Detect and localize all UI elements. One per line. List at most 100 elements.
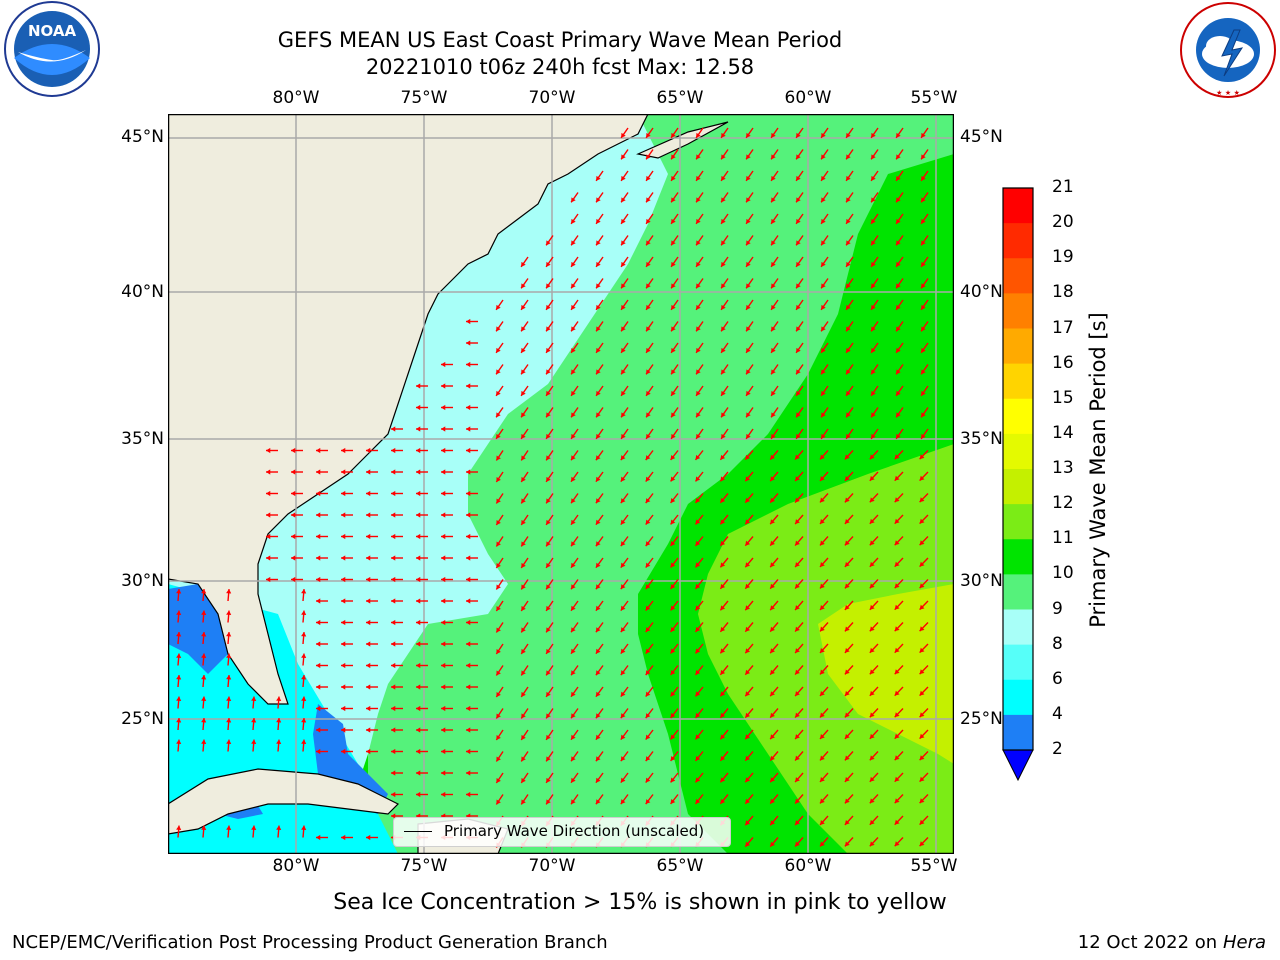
wave-arrow-head [770,626,775,632]
wave-arrow-head [620,541,626,547]
wave-arrow-head [316,576,321,583]
wave-arrow-head [869,841,875,847]
wave-arrow-head [571,476,576,482]
wave-arrow-head [546,412,551,418]
wave-arrow-head [176,675,182,680]
wave-arrow-head [366,705,371,712]
wave-arrow-head [546,433,551,439]
wave-arrow-head [795,626,800,632]
wave-arrow-head [869,518,875,524]
wave-arrow-head [844,518,850,524]
wave-arrow-head [919,540,925,546]
wave-arrow-head [646,261,651,267]
wave-arrow-head [416,727,421,733]
wave-arrow-head [894,583,900,589]
wave-arrow-head [771,326,776,332]
wave-arrow-head [291,447,296,454]
wave-arrow-head [771,347,776,353]
footer-credit: NCEP/EMC/Verification Post Processing Pr… [12,932,608,953]
wave-arrow-head [894,647,900,653]
lat-label-left-45n: 45°N [121,127,164,147]
wave-arrow-head [571,777,576,783]
wave-arrow-head [770,476,775,482]
wave-arrow-head [770,777,775,783]
colorbar-tick-label: 11 [1052,528,1074,549]
wave-arrow-head [276,696,282,702]
wave-arrow-head [671,261,676,267]
wave-arrow-head [441,641,446,647]
wave-arrow-head [821,412,826,418]
wave-arrow-head [696,197,701,203]
wave-arrow-head [796,412,801,418]
wave-arrow-head [291,555,296,561]
wave-arrow-head [869,540,875,546]
wave-arrow-head [921,261,926,267]
wave-arrow-head [645,756,651,762]
wave-arrow-head [416,383,421,389]
wave-arrow-head [646,304,651,310]
wave-arrow-head [771,412,776,418]
wave-arrow-head [745,454,751,460]
wave-arrow-head [521,369,526,375]
wave-arrow-head [820,605,825,610]
wave-arrow-head [795,734,800,740]
wave-arrow-head [795,583,800,589]
wave-arrow-head [301,825,307,831]
wave-arrow-head [844,454,850,460]
wave-arrow-head [595,691,601,697]
wave-arrow-head [844,497,850,503]
wave-arrow-head [571,605,576,611]
wave-arrow-head [621,132,626,138]
wave-arrow-head [496,369,501,375]
wave-arrow-head [671,304,676,310]
wave-arrow-head [571,691,576,697]
wave-arrow-head [226,696,232,702]
colorbar-tick-label: 9 [1052,598,1063,619]
wave-arrow-head [571,197,576,203]
wave-arrow-head [546,605,551,611]
wave-arrow-head [746,326,751,332]
colorbar-gradient [1002,187,1034,782]
wave-arrow-head [416,490,421,497]
wave-arrow-head [796,347,801,353]
wave-arrow-head [896,132,901,138]
wave-arrow-head [695,669,701,675]
wave-arrow-head [391,662,396,669]
wave-arrow-head [316,447,321,454]
wave-arrow-head [871,390,876,396]
wave-arrow-head [571,627,576,633]
wave-arrow-head [671,218,676,224]
wave-arrow-head [466,619,471,626]
wave-arrow-head [821,240,826,246]
wave-arrow-head [646,175,651,181]
wave-arrow-head [366,684,371,690]
wave-arrow-head [721,283,726,289]
wave-arrow-head [820,820,825,825]
wave-arrow-head [746,132,751,138]
wave-arrow-head [746,175,751,181]
wave-arrow-head [670,755,676,761]
wave-arrow-head [770,712,775,718]
wave-arrow-head [595,670,601,676]
wave-arrow-head [266,490,271,497]
wave-arrow-head [546,347,551,353]
noaa-logo-text: NOAA [28,22,77,40]
lon-label-top-55w: 55°W [910,88,958,108]
wave-arrow-head [919,819,925,825]
wave-arrow-head [844,712,850,718]
wave-arrow-head [921,369,926,375]
wave-arrow-head [341,619,346,626]
wave-arrow-head [695,755,701,761]
wave-arrow-head [646,218,651,224]
wave-arrow-head [266,555,271,561]
wave-arrow-head [546,584,551,590]
colorbar-segment [1003,293,1033,329]
lon-label-bottom-70w: 70°W [528,856,576,876]
wave-arrow-head [869,712,875,718]
wave-arrow-head [301,675,307,680]
wave-arrow-head [496,412,501,418]
wave-arrow-head [416,598,421,604]
wave-arrow-head [441,426,446,432]
wave-arrow-head [844,755,850,761]
wave-arrow-head [466,490,471,497]
